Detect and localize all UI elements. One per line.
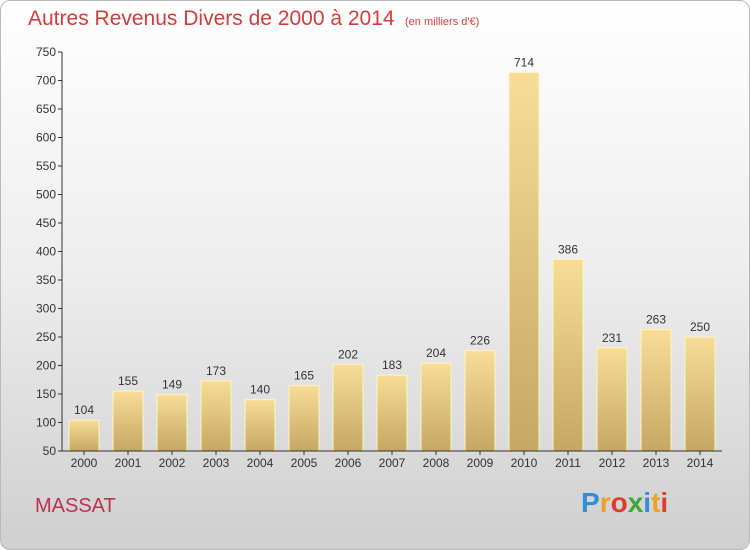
title-row: Autres Revenus Divers de 2000 à 2014 (en… bbox=[28, 7, 479, 31]
y-tick-label-450: 450 bbox=[36, 216, 56, 230]
logo-letter: x bbox=[627, 487, 644, 518]
value-label-2009: 226 bbox=[470, 334, 490, 348]
place-name: MASSAT bbox=[35, 495, 116, 517]
value-label-2008: 204 bbox=[426, 346, 446, 360]
x-tick-label-2003: 2003 bbox=[203, 456, 230, 470]
logo-letter: i bbox=[643, 487, 652, 518]
axes-group: 2000 2001 2002 2003 2004 2005 2006 2007 2008 2009… bbox=[36, 45, 722, 470]
x-tick-label-2014: 2014 bbox=[687, 456, 714, 470]
y-tick-label-600: 600 bbox=[36, 131, 56, 145]
y-tick-label-550: 550 bbox=[36, 159, 56, 173]
bar-2008 bbox=[420, 362, 452, 452]
x-tick-label-2001: 2001 bbox=[115, 456, 142, 470]
y-tick-label-750: 750 bbox=[36, 45, 56, 59]
x-tick-label-2010: 2010 bbox=[511, 456, 538, 470]
x-tick-label-2012: 2012 bbox=[599, 456, 626, 470]
logo-letter: t bbox=[651, 487, 661, 518]
x-tick-label-2007: 2007 bbox=[379, 456, 406, 470]
x-tick-label-2006: 2006 bbox=[335, 456, 362, 470]
bar-2006 bbox=[332, 363, 364, 452]
bar-2003 bbox=[200, 380, 232, 452]
bar-2000 bbox=[68, 419, 100, 452]
value-label-2002: 149 bbox=[162, 378, 182, 392]
value-label-2005: 165 bbox=[294, 368, 314, 382]
bar-2004 bbox=[244, 399, 276, 452]
y-tick-label-50: 50 bbox=[43, 444, 57, 458]
bar-2013 bbox=[640, 329, 672, 452]
bar-2007 bbox=[376, 374, 408, 452]
y-tick-label-400: 400 bbox=[36, 245, 56, 259]
value-label-2007: 183 bbox=[382, 358, 402, 372]
chart-title: Autres Revenus Divers de 2000 à 2014 bbox=[28, 7, 395, 30]
value-label-2013: 263 bbox=[646, 313, 666, 327]
y-tick-label-100: 100 bbox=[36, 416, 56, 430]
bar-2001 bbox=[112, 390, 144, 452]
chart-subtitle: (en milliers d'€) bbox=[405, 16, 480, 28]
y-tick-label-350: 350 bbox=[36, 273, 56, 287]
y-tick-label-500: 500 bbox=[36, 188, 56, 202]
bar-2002 bbox=[156, 394, 188, 452]
x-tick-label-2000: 2000 bbox=[71, 456, 98, 470]
x-tick-label-2004: 2004 bbox=[247, 456, 274, 470]
value-label-2001: 155 bbox=[118, 374, 138, 388]
value-label-2011: 386 bbox=[558, 243, 578, 257]
x-tick-label-2002: 2002 bbox=[159, 456, 186, 470]
value-label-2003: 173 bbox=[206, 364, 226, 378]
y-tick-label-300: 300 bbox=[36, 302, 56, 316]
y-tick-label-700: 700 bbox=[36, 74, 56, 88]
bars-group: 104 155 149 173 140 165 202 183 204 226 714 386 231 2… bbox=[68, 56, 716, 452]
y-tick-label-650: 650 bbox=[36, 102, 56, 116]
bar-2010 bbox=[508, 72, 540, 452]
bar-2011 bbox=[552, 259, 584, 452]
value-label-2010: 714 bbox=[514, 56, 534, 70]
value-label-2004: 140 bbox=[250, 383, 270, 397]
y-tick-label-200: 200 bbox=[36, 359, 56, 373]
bar-2009 bbox=[464, 350, 496, 452]
x-tick-label-2008: 2008 bbox=[423, 456, 450, 470]
x-tick-label-2013: 2013 bbox=[643, 456, 670, 470]
bar-2014 bbox=[684, 336, 716, 452]
bar-2012 bbox=[596, 347, 628, 452]
value-label-2006: 202 bbox=[338, 347, 358, 361]
logo-letter: P bbox=[581, 487, 600, 518]
value-label-2000: 104 bbox=[74, 403, 94, 417]
x-tick-label-2009: 2009 bbox=[467, 456, 494, 470]
logo-letter: o bbox=[610, 487, 628, 518]
x-tick-label-2011: 2011 bbox=[555, 456, 581, 470]
proxiti-logo: Proxiti bbox=[581, 487, 668, 519]
x-tick-label-2005: 2005 bbox=[291, 456, 318, 470]
y-tick-label-250: 250 bbox=[36, 330, 56, 344]
logo-letter: r bbox=[599, 487, 611, 518]
logo-letter: i bbox=[660, 487, 669, 518]
bar-2005 bbox=[288, 384, 320, 452]
value-label-2012: 231 bbox=[602, 331, 622, 345]
value-label-2014: 250 bbox=[690, 320, 710, 334]
y-tick-label-150: 150 bbox=[36, 387, 56, 401]
